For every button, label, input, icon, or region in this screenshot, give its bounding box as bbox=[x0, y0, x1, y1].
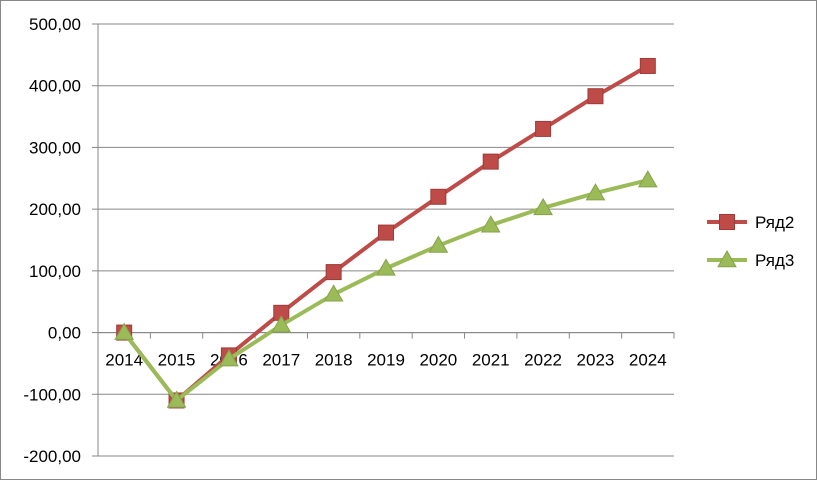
data-point bbox=[219, 349, 239, 367]
plot-series bbox=[114, 57, 658, 409]
data-point bbox=[378, 224, 394, 241]
x-tick-label: 2024 bbox=[629, 351, 667, 370]
data-point bbox=[325, 264, 342, 281]
y-tick-label: -200,00 bbox=[23, 447, 81, 466]
legend-item: Ряд2 bbox=[707, 213, 794, 232]
data-point bbox=[639, 57, 656, 74]
data-point bbox=[482, 153, 499, 170]
x-tick-label: 2023 bbox=[577, 351, 615, 370]
data-point bbox=[114, 322, 135, 340]
data-point bbox=[585, 183, 606, 201]
data-point bbox=[166, 390, 187, 408]
y-tick-label: 100,00 bbox=[29, 262, 81, 281]
x-tick-label: 2021 bbox=[472, 351, 510, 370]
data-point bbox=[637, 170, 658, 188]
x-tick-label: 2015 bbox=[158, 351, 196, 370]
x-tick-label: 2020 bbox=[419, 351, 457, 370]
data-point bbox=[430, 188, 447, 205]
x-tick-label: 2014 bbox=[105, 351, 143, 370]
y-tick-label: 400,00 bbox=[29, 77, 81, 96]
data-point bbox=[480, 215, 501, 233]
y-tick-label: 200,00 bbox=[29, 200, 81, 219]
data-point bbox=[533, 197, 553, 216]
data-point bbox=[323, 284, 344, 302]
x-tick-label: 2018 bbox=[315, 351, 353, 370]
data-point bbox=[376, 258, 396, 276]
legend-marker bbox=[717, 249, 737, 268]
legend-item: Ряд3 bbox=[707, 249, 794, 270]
x-axis: 2014201520162017201820192020202120222023… bbox=[97, 332, 675, 370]
legend-label: Ряд2 bbox=[755, 213, 794, 232]
legend: Ряд2 Ряд3 bbox=[707, 213, 794, 270]
legend-marker bbox=[719, 214, 735, 230]
y-axis: 500,00 400,00 300,00 200,00 100,00 0,00 -100,0… bbox=[23, 15, 99, 466]
data-point bbox=[428, 235, 449, 253]
series-2 bbox=[114, 170, 658, 408]
data-point bbox=[587, 88, 604, 105]
x-tick-label: 2022 bbox=[524, 351, 562, 370]
x-tick-label: 2019 bbox=[367, 351, 405, 370]
y-tick-label: -100,00 bbox=[23, 385, 81, 404]
legend-label: Ряд3 bbox=[755, 251, 794, 270]
y-tick-label: 300,00 bbox=[29, 138, 81, 157]
y-tick-label: 0,00 bbox=[48, 324, 81, 343]
y-tick-label: 500,00 bbox=[29, 15, 81, 34]
x-tick-label: 2017 bbox=[262, 351, 300, 370]
data-point bbox=[271, 315, 292, 333]
data-point bbox=[535, 120, 552, 137]
